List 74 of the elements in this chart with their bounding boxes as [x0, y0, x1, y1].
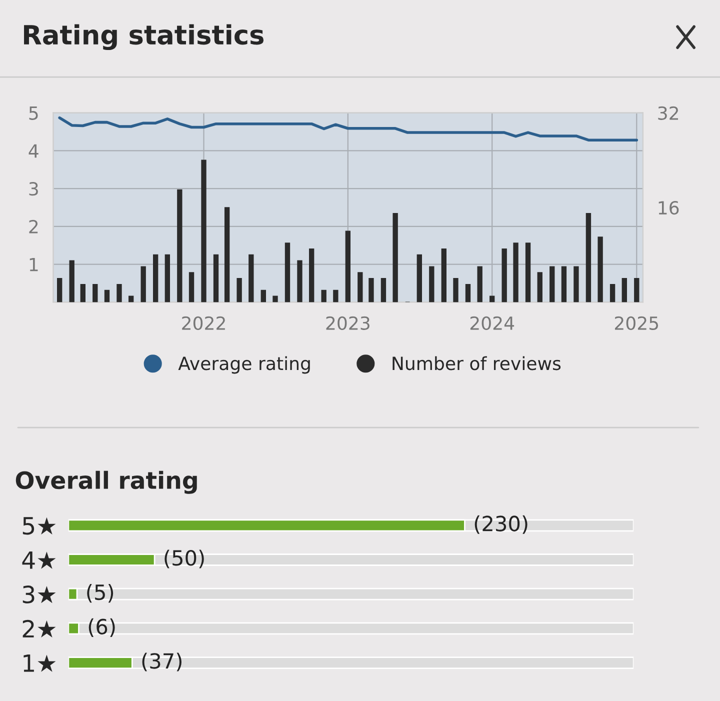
bar [248, 254, 254, 302]
y2-tick-label: 32 [658, 106, 678, 120]
y-tick-label: 4★ [22, 552, 56, 569]
y-tick-label: 2 [29, 220, 38, 234]
y-tick-label: 2★ [22, 620, 56, 638]
bar [201, 160, 206, 302]
bar [260, 290, 266, 302]
chart-title: Rating statistics [24, 24, 264, 50]
bar [321, 290, 326, 302]
bar [92, 284, 98, 302]
bar [333, 290, 338, 302]
bar [284, 242, 290, 302]
bar [57, 278, 62, 302]
bar [368, 278, 374, 302]
x-tick-label: 2022 [182, 316, 225, 330]
bar [224, 207, 230, 302]
x-tick-label: 2025 [614, 316, 658, 330]
bar [236, 278, 242, 302]
bar [80, 284, 86, 302]
bar [104, 290, 110, 302]
bar [634, 278, 640, 302]
bar [380, 278, 386, 302]
data-label: (37) [142, 652, 182, 672]
bar [586, 212, 592, 302]
bar [598, 236, 603, 302]
bar [561, 266, 567, 302]
y-tick-label: 4 [28, 144, 38, 158]
bar [429, 266, 434, 302]
bar [177, 189, 182, 302]
legend-label: Number of reviews [392, 356, 561, 370]
line-series [58, 116, 638, 142]
bar [513, 242, 518, 302]
bar [188, 272, 194, 302]
bar [502, 248, 507, 302]
y-tick-label: 5 [29, 106, 38, 120]
bar [345, 230, 351, 302]
bar [128, 296, 134, 302]
bar [308, 248, 314, 302]
bar [140, 266, 146, 302]
data-label: (5) [87, 584, 114, 603]
bar [465, 284, 471, 302]
bar [550, 266, 555, 302]
y-tick-label: 5★ [22, 517, 56, 535]
x-tick-label: 2023 [326, 316, 370, 330]
bar [116, 284, 122, 302]
bar [441, 248, 446, 302]
data-label: (50) [164, 550, 204, 568]
bar [358, 272, 363, 302]
chart-title: Overall rating [16, 470, 197, 494]
bar [69, 260, 74, 302]
bar [477, 266, 482, 302]
x-tick-label: 2024 [470, 316, 514, 330]
bar [574, 266, 579, 302]
bar [213, 254, 219, 302]
y-tick-label: 1★ [24, 654, 56, 672]
y2-tick-label: 16 [658, 200, 679, 215]
data-label: (6) [88, 618, 115, 637]
bar [416, 254, 422, 302]
bar [453, 278, 458, 302]
data-label: (230) [474, 515, 528, 534]
bar [622, 278, 627, 302]
bar [164, 254, 170, 302]
bar [152, 254, 158, 302]
y-tick-label: 3 [29, 182, 38, 196]
bar [272, 296, 278, 302]
bar [297, 260, 302, 302]
bar [392, 212, 398, 302]
bar [489, 296, 495, 302]
y-tick-label: 3★ [22, 586, 56, 604]
bar [610, 284, 616, 302]
bar [537, 272, 542, 302]
legend-label: Average rating [178, 356, 310, 374]
y-tick-label: 1 [30, 258, 38, 272]
bar [525, 242, 531, 302]
